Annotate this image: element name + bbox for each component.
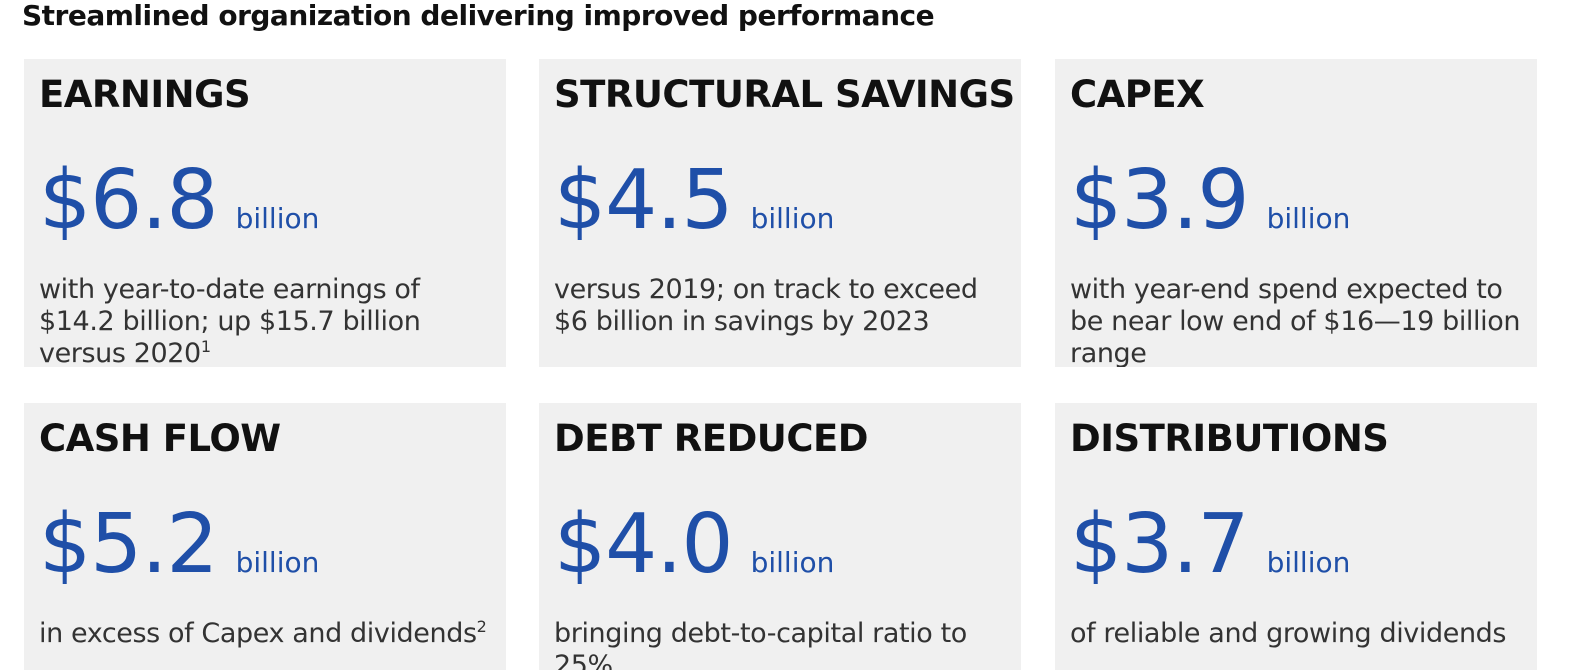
description-text: with year-to-date earnings of $14.2 bill… <box>39 274 421 367</box>
card-title: CASH FLOW <box>39 417 281 460</box>
slide-headline: Streamlined organization delivering impr… <box>22 0 935 32</box>
card-debt-reduced: DEBT REDUCED $4.0 billion bringing debt-… <box>539 403 1021 670</box>
card-title: DISTRIBUTIONS <box>1070 417 1389 460</box>
card-description: bringing debt-to-capital ratio to 25% <box>554 618 1011 670</box>
card-cash-flow: CASH FLOW $5.2 billion in excess of Cape… <box>24 403 506 670</box>
card-title: DEBT REDUCED <box>554 417 868 460</box>
metric-unit: billion <box>235 546 320 579</box>
metric: $3.7 billion <box>1070 504 1527 586</box>
metric-value: $3.9 <box>1070 153 1250 248</box>
metric-value: $4.0 <box>554 497 734 592</box>
metric: $4.0 billion <box>554 504 1011 586</box>
footnote-marker: 2 <box>476 617 487 636</box>
card-title: EARNINGS <box>39 73 251 116</box>
metric: $3.9 billion <box>1070 160 1527 242</box>
description-text: with year-end spend expected to be near … <box>1070 274 1521 367</box>
metric: $6.8 billion <box>39 160 496 242</box>
card-description: versus 2019; on track to exceed $6 billi… <box>554 274 1011 338</box>
card-structural-savings: STRUCTURAL SAVINGS $4.5 billion versus 2… <box>539 59 1021 367</box>
metric-value: $5.2 <box>39 497 219 592</box>
metric-value: $3.7 <box>1070 497 1250 592</box>
description-text: in excess of Capex and dividends <box>39 618 477 649</box>
card-description: with year-end spend expected to be near … <box>1070 274 1527 367</box>
metric-value: $6.8 <box>39 153 219 248</box>
description-text: versus 2019; on track to exceed $6 billi… <box>554 274 978 337</box>
metric-unit: billion <box>1266 202 1351 235</box>
card-description: in excess of Capex and dividends2 <box>39 618 496 650</box>
metric-unit: billion <box>235 202 320 235</box>
card-title: STRUCTURAL SAVINGS <box>554 73 1015 116</box>
card-distributions: DISTRIBUTIONS $3.7 billion of reliable a… <box>1055 403 1537 670</box>
card-title: CAPEX <box>1070 73 1205 116</box>
metric-value: $4.5 <box>554 153 734 248</box>
card-earnings: EARNINGS $6.8 billion with year-to-date … <box>24 59 506 367</box>
card-capex: CAPEX $3.9 billion with year-end spend e… <box>1055 59 1537 367</box>
description-text: of reliable and growing dividends <box>1070 618 1507 649</box>
card-description: of reliable and growing dividends <box>1070 618 1527 650</box>
metric-unit: billion <box>750 202 835 235</box>
metric-unit: billion <box>750 546 835 579</box>
footnote-marker: 1 <box>200 337 211 356</box>
description-text: bringing debt-to-capital ratio to 25% <box>554 618 967 670</box>
card-description: with year-to-date earnings of $14.2 bill… <box>39 274 496 367</box>
metric: $5.2 billion <box>39 504 496 586</box>
metric-unit: billion <box>1266 546 1351 579</box>
metric: $4.5 billion <box>554 160 1011 242</box>
